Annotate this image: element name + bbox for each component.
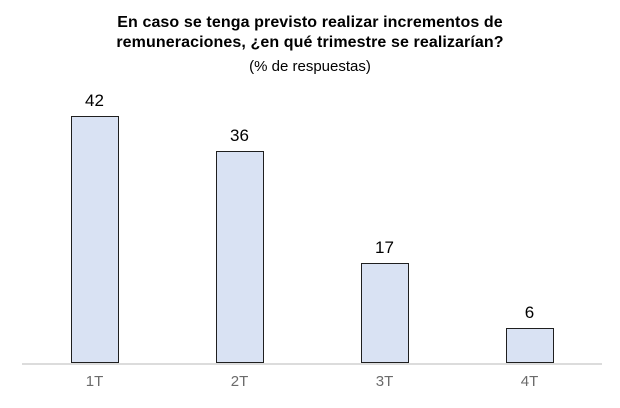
bar-value-label: 42 [85,91,104,110]
x-tick-label-4t: 4T [520,373,539,390]
bar-value-label: 6 [524,303,535,322]
bar-1t [70,116,119,363]
x-tick-label-1t: 1T [85,373,104,390]
bar-value-label: 36 [230,126,249,145]
x-tick-label-3t: 3T [375,373,394,390]
x-axis-line [22,363,602,365]
chart-subtitle: (% de respuestas) [249,58,371,75]
bar-2t [215,151,264,363]
x-tick-label-2t: 2T [230,373,249,390]
bar-3t [360,263,409,363]
bar-slot-4t: 6 [457,88,602,363]
bar-slot-1t: 42 [22,88,167,363]
plot-area: 42 36 17 6 [22,88,602,363]
bar-4t [505,328,554,363]
x-axis-tick-row: 1T 2T 3T 4T [22,372,602,392]
bar-slot-2t: 36 [167,88,312,363]
bar-value-label: 17 [375,238,394,257]
chart-title: En caso se tenga previsto realizar incre… [116,14,504,51]
bar-slot-3t: 17 [312,88,457,363]
